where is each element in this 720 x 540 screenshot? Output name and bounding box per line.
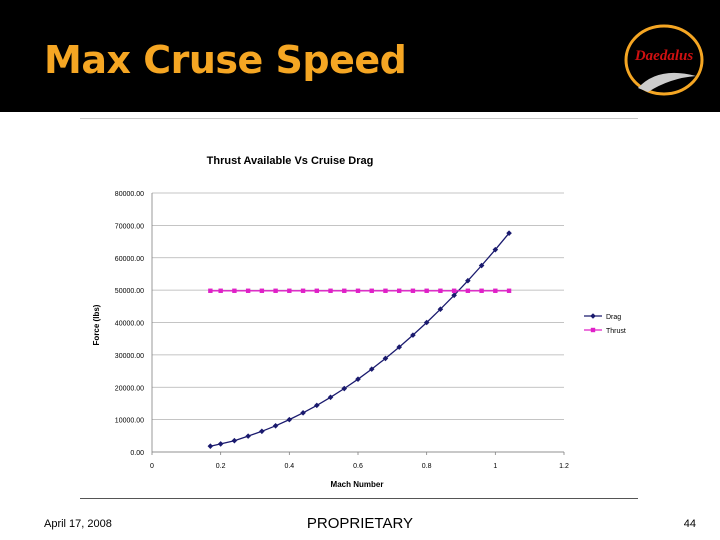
footer-date: April 17, 2008 bbox=[44, 518, 112, 530]
x-tick-label: 0.2 bbox=[216, 463, 226, 470]
slide-title: Max Cruse Speed bbox=[44, 38, 407, 82]
legend-marker-drag bbox=[590, 313, 596, 319]
bottom-divider bbox=[80, 498, 638, 499]
y-tick-label: 50000.00 bbox=[115, 288, 144, 295]
y-tick-label: 20000.00 bbox=[115, 385, 144, 392]
x-tick-label: 0.8 bbox=[422, 463, 432, 470]
y-tick-label: 40000.00 bbox=[115, 321, 144, 328]
y-tick-label: 30000.00 bbox=[115, 353, 144, 360]
drag-point bbox=[207, 443, 214, 449]
footer-proprietary: PROPRIETARY bbox=[306, 515, 414, 532]
series-line-drag bbox=[210, 232, 510, 447]
thrust-point bbox=[438, 288, 443, 293]
drag-point bbox=[410, 332, 416, 338]
y-tick-label: 10000.00 bbox=[115, 418, 144, 425]
drag-point bbox=[451, 292, 457, 299]
thrust-point bbox=[314, 288, 319, 293]
thrust-point bbox=[232, 288, 237, 293]
thrust-point bbox=[479, 288, 484, 293]
drag-point bbox=[272, 422, 279, 429]
thrust-point bbox=[328, 288, 333, 293]
y-tick-label: 70000.00 bbox=[115, 223, 144, 230]
drag-point bbox=[231, 437, 238, 444]
thrust-drag-chart: Thrust Available Vs Cruise Drag Force (l… bbox=[80, 140, 650, 495]
legend-marker-thrust bbox=[590, 327, 596, 333]
legend-label: Drag bbox=[606, 314, 621, 321]
drag-point bbox=[465, 277, 471, 284]
thrust-point bbox=[493, 288, 498, 293]
thrust-point bbox=[273, 288, 278, 293]
drag-point bbox=[286, 416, 293, 423]
thrust-point bbox=[300, 288, 306, 293]
thrust-point bbox=[218, 288, 223, 293]
logo-text: Daedalus bbox=[634, 48, 694, 64]
y-tick-label: 80000.00 bbox=[115, 191, 144, 198]
company-logo: Daedalus bbox=[618, 18, 710, 102]
drag-point bbox=[492, 246, 499, 253]
thrust-point bbox=[383, 288, 388, 293]
thrust-point bbox=[397, 288, 402, 293]
page-number: 44 bbox=[683, 518, 696, 530]
thrust-point bbox=[259, 288, 265, 293]
legend-label: Thrust bbox=[606, 328, 626, 335]
logo-ring bbox=[624, 24, 704, 96]
thrust-point bbox=[342, 288, 347, 293]
thrust-point bbox=[355, 288, 361, 293]
drag-point bbox=[341, 385, 348, 392]
thrust-point bbox=[451, 288, 457, 293]
drag-point bbox=[437, 306, 444, 313]
thrust-point bbox=[245, 288, 251, 293]
header-bar bbox=[0, 0, 720, 112]
drag-point bbox=[382, 355, 389, 362]
drag-point bbox=[314, 402, 320, 409]
chart-title: Thrust Available Vs Cruise Drag bbox=[207, 155, 374, 167]
thrust-point bbox=[369, 288, 374, 293]
drag-point bbox=[368, 366, 375, 372]
y-tick-label: 60000.00 bbox=[115, 256, 144, 263]
x-tick-label: 1.2 bbox=[559, 463, 569, 470]
x-axis-label: Mach Number bbox=[331, 480, 384, 489]
x-tick-label: 0.6 bbox=[353, 463, 363, 470]
drag-point bbox=[423, 319, 430, 326]
logo-wing-icon bbox=[638, 72, 696, 92]
drag-point bbox=[300, 410, 306, 416]
drag-point bbox=[396, 344, 402, 350]
x-tick-label: 0.4 bbox=[284, 463, 294, 470]
thrust-point bbox=[410, 288, 416, 293]
top-divider bbox=[80, 118, 638, 119]
thrust-point bbox=[287, 288, 292, 293]
drag-point bbox=[217, 441, 224, 447]
y-tick-label: 0.00 bbox=[130, 450, 144, 457]
drag-point bbox=[259, 428, 265, 435]
x-tick-label: 0 bbox=[150, 463, 154, 470]
drag-point bbox=[327, 394, 334, 401]
drag-point bbox=[355, 376, 361, 382]
x-tick-label: 1 bbox=[493, 463, 497, 470]
drag-point bbox=[245, 433, 251, 439]
thrust-point bbox=[506, 288, 512, 293]
thrust-point bbox=[465, 288, 471, 293]
thrust-point bbox=[208, 288, 213, 293]
thrust-point bbox=[424, 288, 429, 293]
y-axis-label: Force (lbs) bbox=[92, 304, 101, 345]
